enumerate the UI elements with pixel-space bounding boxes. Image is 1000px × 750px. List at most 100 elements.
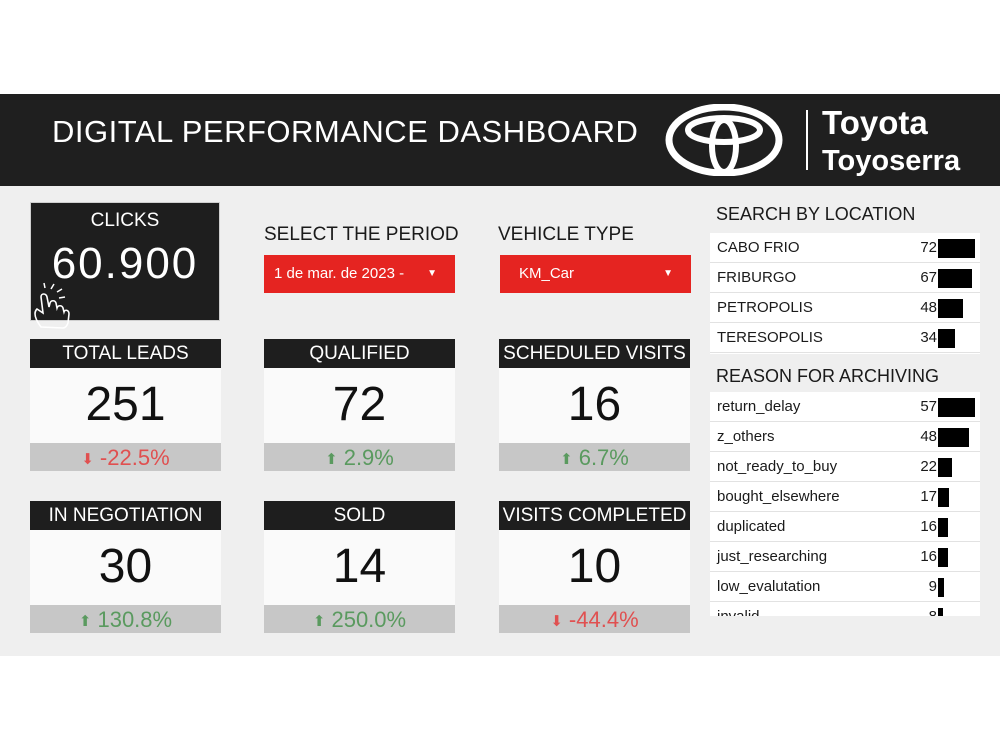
list-item-name: bought_elsewhere: [717, 488, 840, 505]
kpi-value: 72: [332, 378, 387, 431]
list-item-bar: [938, 518, 948, 537]
list-item-value: 8: [897, 608, 937, 616]
location-list-title: SEARCH BY LOCATION: [716, 204, 916, 224]
kpi-qualified: QUALIFIED 72 ⬆ 2.9%: [264, 339, 455, 471]
toyota-logo-icon: [665, 104, 783, 176]
list-item-name: just_researching: [717, 548, 828, 565]
list-item-bar: [938, 299, 963, 318]
list-item-value: 17: [920, 488, 937, 505]
list-item[interactable]: just_researching 16: [710, 542, 980, 572]
list-item[interactable]: return_delay 57: [710, 392, 980, 422]
kpi-in-negotiation: IN NEGOTIATION 30 ⬆ 130.8%: [30, 501, 221, 633]
arrow-down-icon: ⬇: [81, 451, 94, 468]
kpi-label: SOLD: [264, 501, 455, 530]
kpi-change: ⬆ 250.0%: [264, 605, 455, 633]
list-item-name: TERESOPOLIS: [717, 329, 823, 346]
brand-name: Toyota: [822, 104, 928, 141]
kpi-value: 16: [567, 378, 622, 431]
list-item[interactable]: duplicated 16: [710, 512, 980, 542]
period-label: SELECT THE PERIOD: [264, 224, 459, 245]
list-item-name: PETROPOLIS: [717, 299, 813, 316]
list-item-bar: [938, 329, 955, 348]
hand-pointer-icon: [34, 282, 70, 329]
archiving-list-title: REASON FOR ARCHIVING: [716, 366, 940, 386]
list-item-name: return_delay: [717, 398, 801, 415]
list-item-bar: [938, 578, 944, 597]
list-item[interactable]: PETROPOLIS 48: [710, 293, 980, 323]
kpi-change: ⬇ -44.4%: [499, 605, 690, 633]
kpi-sold: SOLD 14 ⬆ 250.0%: [264, 501, 455, 633]
list-item[interactable]: TERESOPOLIS 34: [710, 323, 980, 353]
page-title: DIGITAL PERFORMANCE DASHBOARD: [52, 114, 639, 149]
kpi-label: IN NEGOTIATION: [30, 501, 221, 530]
list-item-bar: [938, 458, 952, 477]
kpi-value: 30: [98, 540, 153, 593]
kpi-total-leads: TOTAL LEADS 251 ⬇ -22.5%: [30, 339, 221, 471]
kpi-change: ⬆ 2.9%: [264, 443, 455, 471]
list-item-bar: [938, 239, 975, 258]
list-item-name: duplicated: [717, 518, 786, 535]
list-item-name: not_ready_to_buy: [717, 458, 838, 475]
list-item[interactable]: invalid 8: [710, 602, 980, 616]
list-item[interactable]: not_ready_to_buy 22: [710, 452, 980, 482]
kpi-change: ⬇ -22.5%: [30, 443, 221, 471]
list-item[interactable]: CABO FRIO 72: [710, 233, 980, 263]
list-item[interactable]: bought_elsewhere 17: [710, 482, 980, 512]
list-item[interactable]: z_others 48: [710, 422, 980, 452]
arrow-up-icon: ⬆: [560, 451, 573, 468]
kpi-label: TOTAL LEADS: [30, 339, 221, 368]
period-value: 1 de mar. de 2023 -: [274, 265, 405, 282]
arrow-up-icon: ⬆: [78, 613, 92, 630]
kpi-change: ⬆ 6.7%: [499, 443, 690, 471]
list-item-value: 67: [920, 269, 937, 286]
kpi-label: VISITS COMPLETED: [499, 501, 690, 530]
kpi-value: 10: [567, 540, 622, 593]
clicks-card[interactable]: CLICKS 60.900: [30, 202, 220, 329]
kpi-scheduled-visits: SCHEDULED VISITS 16 ⬆ 6.7%: [499, 339, 690, 471]
list-item-name: z_others: [717, 428, 775, 445]
triangle-down-icon: ▼: [663, 268, 673, 279]
logo-divider: [806, 110, 808, 170]
list-item[interactable]: low_evalutation 9: [710, 572, 980, 602]
list-item[interactable]: FRIBURGO 67: [710, 263, 980, 293]
list-item-value: 34: [920, 329, 937, 346]
arrow-up-icon: ⬆: [325, 451, 338, 468]
archiving-list[interactable]: return_delay 57 z_others 48 not_ready_to_buy…: [710, 392, 980, 616]
list-item-name: FRIBURGO: [717, 269, 797, 286]
list-item-value: 22: [920, 458, 937, 475]
list-item-bar: [938, 608, 943, 616]
list-item-bar: [938, 548, 948, 567]
clicks-value: 60.900: [51, 239, 199, 288]
kpi-change: ⬆ 130.8%: [30, 605, 221, 633]
list-item-bar: [938, 269, 972, 288]
clicks-label: CLICKS: [90, 210, 160, 231]
vehicle-type-label: VEHICLE TYPE: [498, 224, 634, 245]
list-item-value: 48: [920, 428, 937, 445]
kpi-visits-completed: VISITS COMPLETED 10 ⬇ -44.4%: [499, 501, 690, 633]
list-item-bar: [938, 488, 949, 507]
list-item-name: low_evalutation: [717, 578, 821, 595]
list-item-value: 9: [928, 578, 937, 595]
location-list[interactable]: CABO FRIO 72 FRIBURGO 67 PETROPOLIS 48 TERESOP…: [710, 233, 980, 354]
kpi-value: 251: [85, 378, 166, 431]
vehicle-type-dropdown[interactable]: KM_Car ▼: [500, 255, 691, 293]
list-item-value: 57: [920, 398, 937, 415]
arrow-up-icon: ⬆: [312, 613, 326, 630]
period-dropdown[interactable]: 1 de mar. de 2023 - ▼: [264, 255, 455, 293]
list-item-name: CABO FRIO: [717, 239, 800, 256]
vehicle-type-value: KM_Car: [519, 265, 575, 282]
list-item-bar: [938, 398, 975, 417]
list-item-name: invalid: [717, 608, 760, 616]
list-item-value: 72: [920, 239, 937, 256]
list-item-value: 16: [920, 518, 937, 535]
kpi-value: 14: [332, 540, 387, 593]
header-bar: DIGITAL PERFORMANCE DASHBOARD Toyota Toy…: [0, 94, 1000, 186]
list-item-value: 48: [920, 299, 937, 316]
kpi-label: SCHEDULED VISITS: [499, 339, 690, 368]
list-item-value: 16: [920, 548, 937, 565]
triangle-down-icon: ▼: [427, 268, 437, 279]
list-item-bar: [938, 428, 969, 447]
dealer-name: Toyoserra: [822, 145, 961, 177]
arrow-down-icon: ⬇: [550, 613, 563, 630]
kpi-label: QUALIFIED: [264, 339, 455, 368]
